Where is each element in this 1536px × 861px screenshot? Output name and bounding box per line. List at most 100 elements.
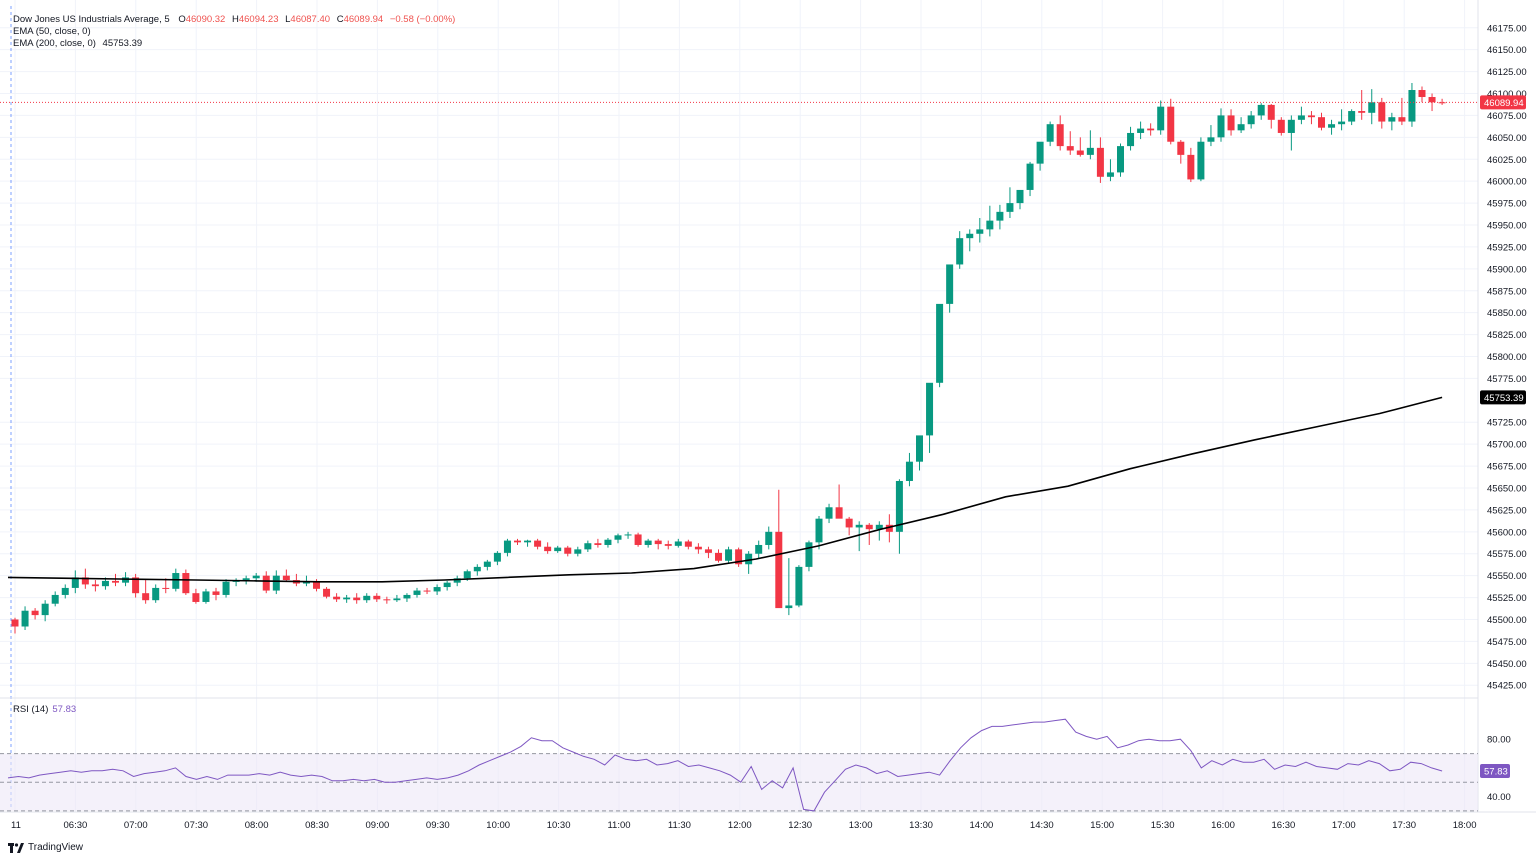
candle-body: [825, 507, 833, 519]
candlestick-series: [11, 82, 1446, 634]
price-tick-label: 45875.00: [1487, 286, 1527, 297]
time-tick-label: 12:00: [728, 820, 752, 831]
candle-body: [946, 264, 954, 304]
candle-body: [1137, 128, 1145, 133]
candle-body: [885, 524, 893, 532]
candle-body: [1237, 124, 1245, 131]
price-tick-label: 45500.00: [1487, 615, 1527, 626]
rsi-label: RSI (14): [13, 704, 49, 715]
candle-body: [865, 524, 873, 530]
time-tick-label: 17:30: [1392, 820, 1416, 831]
candle-body: [1127, 132, 1135, 147]
candle-body: [574, 549, 582, 554]
candle-body: [403, 594, 411, 599]
candle-body: [31, 610, 39, 616]
time-tick-label: 09:30: [426, 820, 450, 831]
candle-body: [524, 540, 532, 543]
candle-body: [81, 577, 89, 585]
price-axis-labels: 46175.00 46150.00 46125.00 46100.00 46075.00…: [1487, 23, 1527, 803]
candle-body: [514, 540, 521, 543]
candle-body: [232, 580, 240, 582]
candle-body: [302, 581, 310, 584]
ema50-legend[interactable]: EMA (50, close, 0): [13, 26, 91, 38]
candle-body: [745, 553, 753, 565]
candle-body: [664, 544, 672, 546]
rsi-path: [7, 718, 1443, 812]
ema-200-path: [7, 396, 1443, 583]
price-tick-label: 45850.00: [1487, 308, 1527, 319]
time-tick-label: 07:30: [184, 820, 208, 831]
candle-body: [614, 535, 622, 540]
price-tick-label: 45825.00: [1487, 330, 1527, 341]
candle-body: [936, 303, 944, 383]
symbol-name: Dow Jones US Industrials Average: [13, 14, 160, 25]
time-tick-label: 17:00: [1332, 820, 1356, 831]
candle-body: [845, 518, 853, 528]
candle-body: [1277, 119, 1285, 133]
candle-body: [654, 540, 662, 545]
candle-body: [343, 597, 351, 600]
candle-body: [152, 587, 160, 601]
candle-body: [1147, 128, 1155, 131]
price-tick-label: 46025.00: [1487, 155, 1527, 166]
candle-body: [423, 590, 431, 592]
candle-body: [544, 546, 552, 552]
symbol-legend[interactable]: Dow Jones US Industrials Average, 5 O460…: [13, 14, 456, 25]
ema-200-line: [7, 396, 1443, 583]
price-tick-label: 45425.00: [1487, 681, 1527, 692]
candle-body: [1207, 137, 1215, 142]
candle-body: [433, 587, 441, 592]
candle-body: [182, 573, 190, 594]
price-gridlines: [0, 27, 1478, 686]
candle-body: [162, 587, 170, 589]
time-tick-label: 14:00: [970, 820, 994, 831]
candle-body: [51, 594, 59, 604]
high-label: H: [231, 14, 239, 25]
candle-body: [795, 566, 803, 606]
candle-body: [765, 531, 773, 545]
rsi-tick-label: 40.00: [1487, 792, 1511, 803]
time-tick-label: 16:30: [1272, 820, 1296, 831]
candle-body: [21, 610, 29, 627]
candle-body: [1227, 115, 1235, 131]
rsi-value-tag-text: 57.83: [1484, 767, 1508, 778]
rsi-legend[interactable]: RSI (14) 57.83: [13, 704, 76, 715]
candle-body: [1016, 189, 1024, 204]
candle-body: [1197, 141, 1205, 180]
price-tick-label: 46100.00: [1487, 89, 1527, 100]
candle-body: [1287, 119, 1295, 133]
rsi-tick-label: 80.00: [1487, 735, 1511, 746]
price-tick-label: 45950.00: [1487, 221, 1527, 232]
candle-body: [413, 590, 421, 595]
candle-body: [483, 561, 491, 567]
candle-body: [815, 518, 823, 543]
time-tick-label: 11: [11, 820, 21, 831]
candle-body: [1066, 146, 1074, 151]
candle-body: [122, 577, 130, 583]
price-tick-label: 45725.00: [1487, 418, 1527, 429]
price-tags: 46089.94 45753.39 57.83: [0, 95, 1526, 779]
candle-body: [1428, 97, 1436, 103]
rsi-line: [7, 718, 1443, 812]
candle-body: [775, 531, 783, 609]
candle-body: [1348, 111, 1356, 122]
candle-body: [1318, 117, 1325, 128]
close-value: 46089.94: [343, 14, 384, 25]
price-tick-label: 45550.00: [1487, 571, 1527, 582]
time-tick-label: 08:30: [305, 820, 329, 831]
tradingview-logo[interactable]: TradingView: [8, 842, 83, 853]
rsi-value: 57.83: [52, 704, 77, 715]
rsi-band: [0, 753, 1478, 812]
tradingview-logo-icon: [8, 842, 24, 853]
price-tick-label: 45925.00: [1487, 242, 1527, 253]
candle-body: [1086, 147, 1094, 155]
candle-body: [1177, 141, 1185, 155]
last-price-tag: [1480, 95, 1526, 110]
candle-body: [222, 581, 230, 595]
symbol-interval: 5: [164, 14, 170, 25]
ema200-legend[interactable]: EMA (200, close, 0) 45753.39: [13, 38, 142, 50]
candle-body: [333, 596, 341, 600]
candle-body: [996, 211, 1004, 221]
candle-body: [564, 547, 572, 554]
candle-body: [61, 587, 69, 595]
